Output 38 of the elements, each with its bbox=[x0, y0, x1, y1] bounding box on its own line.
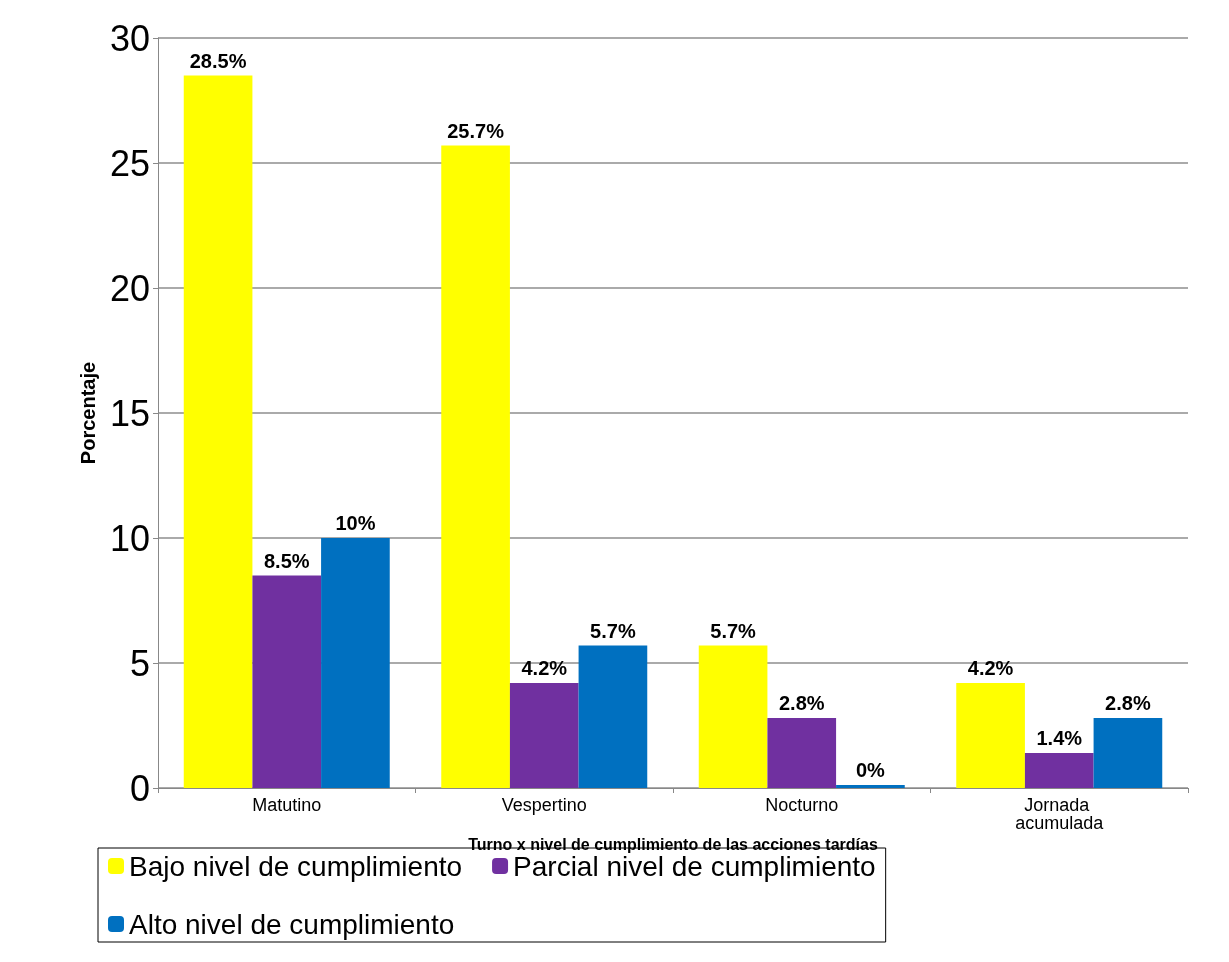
y-tick-label: 25 bbox=[109, 142, 150, 184]
legend-label: Bajo nivel de cumplimiento bbox=[129, 850, 463, 882]
x-tick-label: Jornada acumulada bbox=[1015, 795, 1105, 833]
x-tick-label: Matutino bbox=[252, 795, 322, 815]
y-axis-title: Porcentaje bbox=[77, 361, 99, 465]
legend-label: Alto nivel de cumplimiento bbox=[129, 908, 455, 940]
bar bbox=[441, 145, 510, 788]
bar bbox=[252, 575, 322, 788]
y-tick-label: 5 bbox=[129, 642, 150, 684]
x-tick-label: Vespertino bbox=[501, 795, 587, 815]
bar bbox=[578, 645, 648, 788]
bar bbox=[1024, 753, 1094, 788]
bar bbox=[1093, 718, 1163, 788]
y-tick-label: 10 bbox=[109, 517, 150, 559]
bar bbox=[321, 538, 390, 788]
x-tick-label: Nocturno bbox=[765, 795, 839, 815]
x-axis-title: Turno x nivel de cumplimiento de las acciones tardías bbox=[468, 836, 878, 854]
bar bbox=[767, 718, 837, 788]
data-label: 2.8% bbox=[778, 692, 825, 714]
bar bbox=[698, 645, 768, 788]
data-label: 4.2% bbox=[521, 657, 568, 679]
bar bbox=[956, 683, 1025, 788]
data-label: 25.7% bbox=[447, 119, 505, 142]
y-tick-label: 20 bbox=[109, 267, 150, 309]
data-label: 10% bbox=[335, 512, 376, 534]
bar bbox=[509, 683, 579, 788]
data-label: 1.4% bbox=[1036, 727, 1083, 749]
data-label: 8.5% bbox=[263, 549, 310, 572]
data-label: 28.5% bbox=[189, 49, 247, 72]
data-label: 2.8% bbox=[1105, 692, 1151, 714]
data-label: 4.2% bbox=[967, 657, 1014, 679]
y-tick-label: 0 bbox=[129, 767, 150, 809]
y-tick-label: 30 bbox=[109, 17, 150, 59]
bar bbox=[183, 75, 253, 788]
y-tick-label: 15 bbox=[109, 392, 150, 434]
data-label: 0% bbox=[855, 759, 886, 781]
data-label: 5.7% bbox=[590, 619, 636, 642]
data-label: 5.7% bbox=[710, 619, 757, 642]
